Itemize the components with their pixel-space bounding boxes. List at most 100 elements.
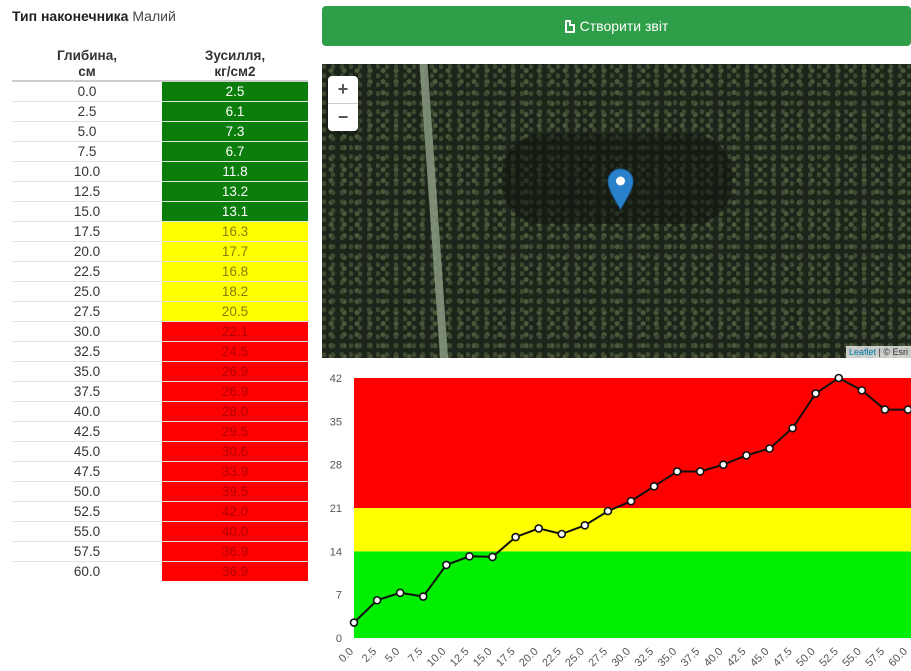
y-axis: 0 7 14 21 28 35 42 — [330, 373, 342, 645]
table-row: 40.0 28.0 — [12, 401, 308, 422]
map-marker-icon[interactable] — [607, 168, 634, 210]
force-cell: 16.3 — [162, 221, 308, 242]
depth-cell: 0.0 — [12, 80, 162, 102]
data-point — [349, 618, 359, 627]
x-tick-label: 40.0 — [702, 646, 726, 670]
tip-type-value: Малий — [132, 8, 176, 24]
y-tick-label: 0 — [336, 633, 342, 645]
depth-header: Глибина, см — [12, 40, 162, 82]
force-header-line1: Зусилля, — [204, 48, 266, 63]
data-point — [719, 460, 728, 469]
table-row: 25.0 18.2 — [12, 281, 308, 302]
create-report-button[interactable]: Створити звіт — [322, 6, 911, 46]
zoom-out-button[interactable]: − — [328, 103, 358, 131]
data-point — [811, 389, 820, 398]
depth-cell: 2.5 — [12, 101, 162, 122]
force-cell: 26.9 — [162, 361, 308, 382]
data-point — [465, 551, 474, 561]
x-tick-label: 37.5 — [679, 646, 703, 670]
tip-type: Тип наконечника Малий — [12, 8, 176, 24]
data-point — [418, 592, 428, 601]
x-tick-label: 35.0 — [656, 646, 680, 670]
depth-cell: 10.0 — [12, 161, 162, 182]
depth-cell: 47.5 — [12, 461, 162, 482]
force-cell: 6.7 — [162, 141, 308, 162]
force-cell: 30.6 — [162, 441, 308, 462]
table-row: 55.0 40.0 — [12, 521, 308, 542]
x-tick-label: 20.0 — [517, 646, 541, 670]
file-icon — [564, 19, 575, 33]
chart-band — [354, 508, 911, 552]
force-cell: 39.5 — [162, 481, 308, 502]
table-row: 52.5 42.0 — [12, 501, 308, 522]
table-row: 22.5 16.8 — [12, 261, 308, 282]
x-tick-label: 7.5 — [406, 646, 425, 665]
depth-cell: 37.5 — [12, 381, 162, 402]
x-tick-label: 57.5 — [863, 646, 887, 670]
data-point — [395, 588, 405, 598]
depth-cell: 50.0 — [12, 481, 162, 502]
zoom-in-button[interactable]: + — [337, 79, 349, 99]
x-tick-label: 5.0 — [383, 646, 402, 665]
zoom-control: + − — [328, 76, 358, 131]
x-tick-label: 12.5 — [448, 646, 472, 670]
data-point — [557, 529, 567, 539]
force-cell: 22.1 — [162, 321, 308, 342]
depth-cell: 32.5 — [12, 341, 162, 362]
force-cell: 33.9 — [162, 461, 308, 482]
data-point — [788, 423, 797, 433]
depth-cell: 27.5 — [12, 301, 162, 322]
table-row: 20.0 17.7 — [12, 241, 308, 262]
table-row: 15.0 13.1 — [12, 201, 308, 222]
table-row: 32.5 24.5 — [12, 341, 308, 362]
table-header-row: Глибина, см Зусилля, кг/см2 — [12, 40, 308, 82]
depth-cell: 7.5 — [12, 141, 162, 162]
table-row: 42.5 29.5 — [12, 421, 308, 442]
data-point — [442, 560, 451, 570]
data-point — [695, 467, 705, 476]
data-point — [742, 451, 751, 460]
data-point — [488, 552, 497, 562]
depth-cell: 12.5 — [12, 181, 162, 202]
x-tick-label: 47.5 — [771, 646, 795, 670]
table-row: 2.5 6.1 — [12, 101, 308, 122]
table-row: 35.0 26.9 — [12, 361, 308, 382]
force-cell: 42.0 — [162, 501, 308, 522]
data-point — [857, 386, 867, 395]
table-body: 0.0 2.5 2.5 6.1 5.0 7.3 7.5 6.7 10.0 11.8 12.5 13.2… — [12, 80, 308, 581]
y-tick-label: 42 — [330, 373, 342, 385]
y-tick-label: 14 — [330, 546, 342, 558]
depth-cell: 45.0 — [12, 441, 162, 462]
x-tick-label: 55.0 — [840, 646, 864, 670]
map-road — [418, 64, 450, 358]
force-cell: 6.1 — [162, 101, 308, 122]
force-cell: 16.8 — [162, 261, 308, 282]
force-header-line2: кг/см2 — [214, 64, 256, 79]
satellite-map[interactable]: + − Leaflet | © Esri — [322, 64, 911, 358]
data-point — [626, 496, 636, 506]
y-tick-label: 21 — [330, 503, 342, 515]
force-cell: 13.2 — [162, 181, 308, 202]
x-tick-label: 2.5 — [360, 646, 379, 665]
table-row: 30.0 22.1 — [12, 321, 308, 342]
table-row: 37.5 26.9 — [12, 381, 308, 402]
depth-cell: 22.5 — [12, 261, 162, 282]
depth-cell: 5.0 — [12, 121, 162, 142]
table-row: 60.0 36.9 — [12, 561, 308, 581]
y-tick-label: 28 — [330, 460, 342, 472]
table-row: 27.5 20.5 — [12, 301, 308, 322]
force-cell: 28.0 — [162, 401, 308, 422]
y-tick-label: 7 — [336, 590, 342, 602]
depth-cell: 55.0 — [12, 521, 162, 542]
x-tick-label: 27.5 — [586, 646, 610, 670]
force-cell: 24.5 — [162, 341, 308, 362]
data-point — [880, 405, 890, 414]
attribution-text: | © Esri — [878, 347, 908, 357]
leaflet-link[interactable]: Leaflet — [848, 347, 876, 357]
x-tick-label: 60.0 — [886, 646, 910, 670]
depth-cell: 57.5 — [12, 541, 162, 562]
depth-cell: 42.5 — [12, 421, 162, 442]
x-tick-label: 45.0 — [748, 646, 772, 670]
x-tick-label: 15.0 — [471, 646, 495, 670]
x-tick-label: 25.0 — [563, 646, 587, 670]
